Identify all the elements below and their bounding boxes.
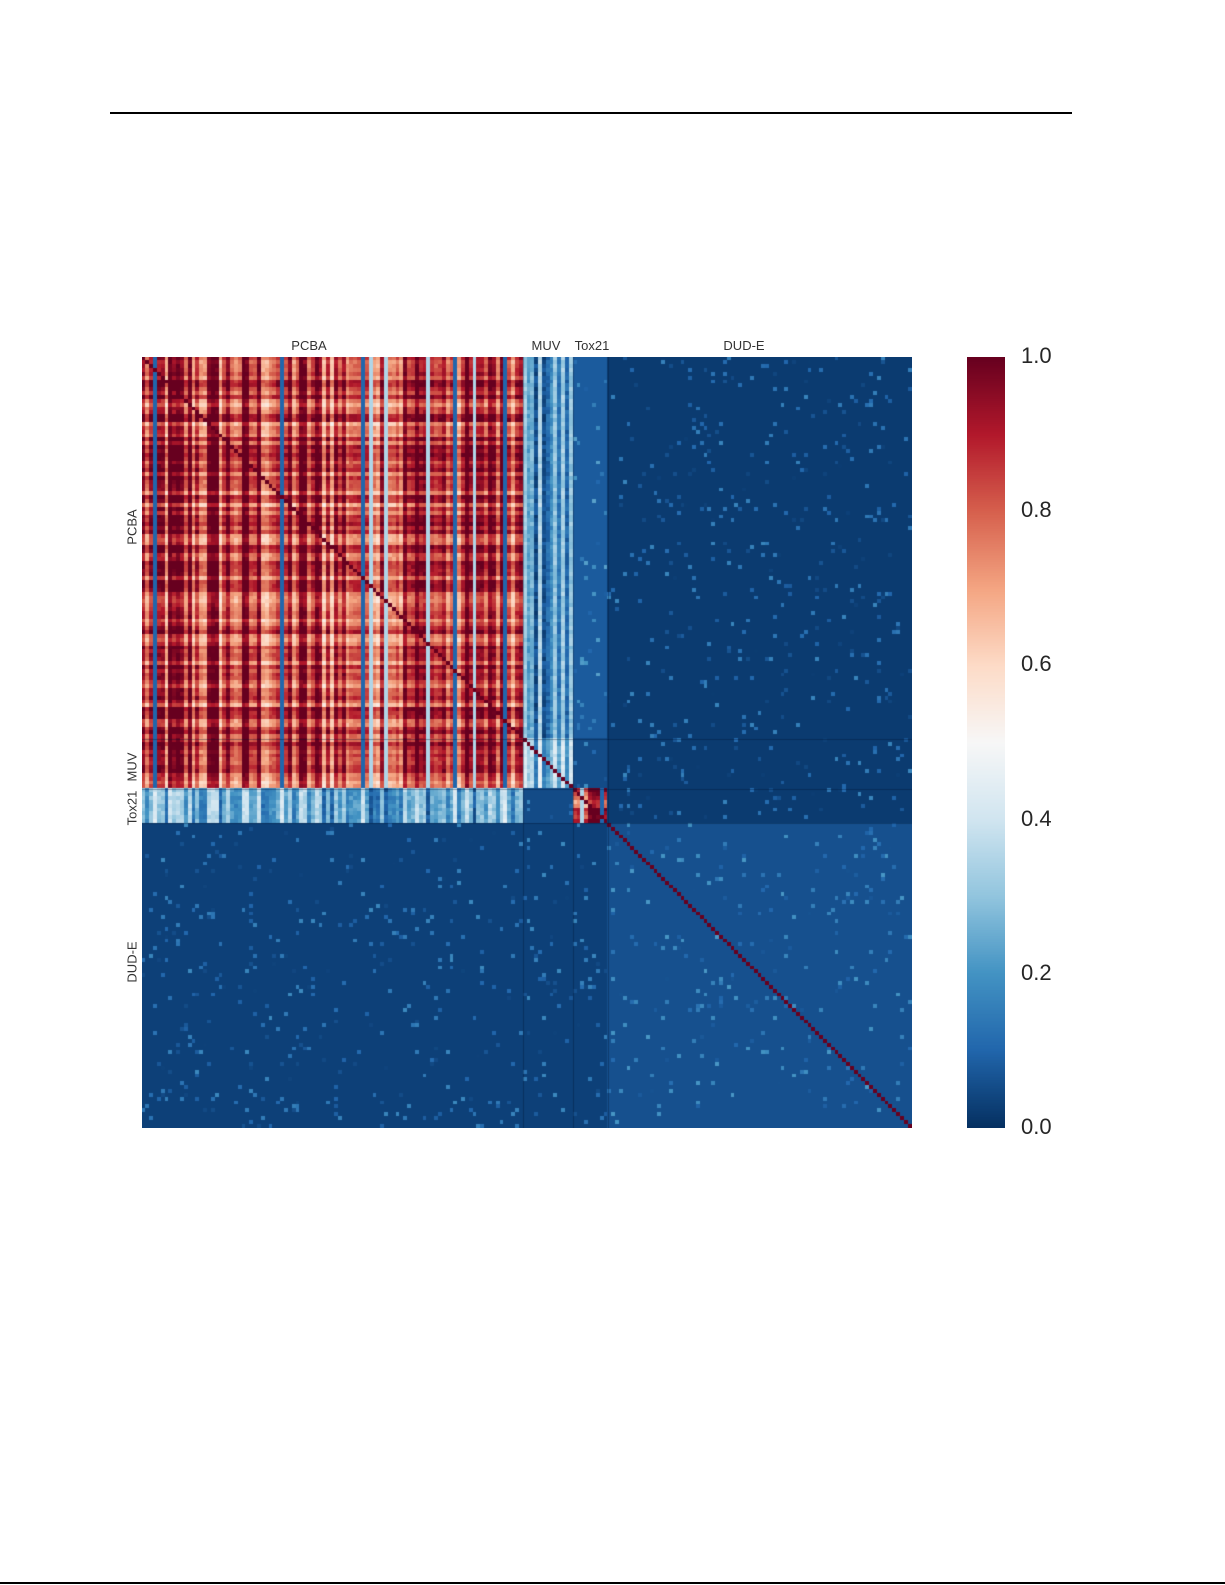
top-rule-divider bbox=[110, 112, 1072, 114]
colorbar-tick-0-8: 0.8 bbox=[1021, 497, 1052, 522]
x-label-pcba: PCBA bbox=[291, 338, 327, 353]
colorbar-tick-1-0: 1.0 bbox=[1021, 343, 1052, 368]
x-label-tox21: Tox21 bbox=[574, 338, 610, 353]
colorbar-tick-0-2: 0.2 bbox=[1021, 960, 1052, 985]
y-label-dude: DUD-E bbox=[124, 941, 140, 983]
y-label-tox21: Tox21 bbox=[124, 790, 140, 826]
bottom-rule-divider bbox=[0, 1582, 1225, 1584]
colorbar-tick-0-0: 0.0 bbox=[1021, 1114, 1052, 1139]
colorbar-tick-0-6: 0.6 bbox=[1021, 651, 1052, 676]
similarity-heatmap bbox=[142, 357, 912, 1128]
colorbar-tick-0-4: 0.4 bbox=[1021, 806, 1052, 831]
x-label-dude: DUD-E bbox=[723, 338, 765, 353]
y-label-pcba: PCBA bbox=[124, 509, 140, 545]
y-label-muv: MUV bbox=[124, 752, 140, 782]
colorbar-gradient bbox=[967, 357, 1005, 1128]
heatmap-canvas bbox=[142, 357, 912, 1128]
colorbar bbox=[967, 357, 1005, 1128]
x-label-muv: MUV bbox=[531, 338, 561, 353]
